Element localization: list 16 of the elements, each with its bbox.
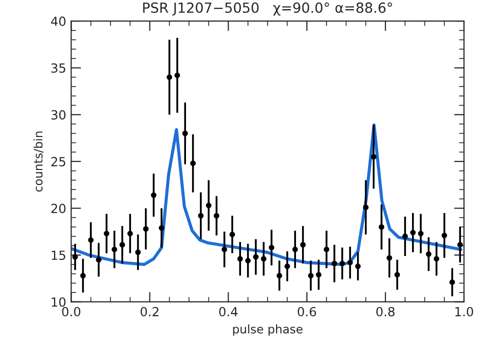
x-tick-label: 0.6 xyxy=(298,306,316,316)
y-tick-label: 10 xyxy=(52,297,66,307)
y-tick-label: 25 xyxy=(51,156,66,166)
y-tick-label: 20 xyxy=(51,204,66,214)
y-tick-label: 40 xyxy=(51,16,66,26)
x-tick-label: 0.8 xyxy=(376,306,395,316)
x-tick-label: 0.4 xyxy=(219,306,238,316)
x-tick-label: 0.2 xyxy=(140,306,158,316)
x-axis-title: pulse phase xyxy=(233,324,302,336)
x-tick-label: 0.0 xyxy=(62,306,80,316)
chart-title: PSR J1207−5050 χ=90.0° α=88.6° xyxy=(143,2,392,16)
y-axis-title: counts/bin xyxy=(33,132,44,192)
y-tick-label: 30 xyxy=(51,110,66,120)
y-tick-label: 15 xyxy=(52,250,66,260)
x-tick-label: 1.0 xyxy=(455,306,474,316)
y-tick-label: 35 xyxy=(51,63,66,73)
